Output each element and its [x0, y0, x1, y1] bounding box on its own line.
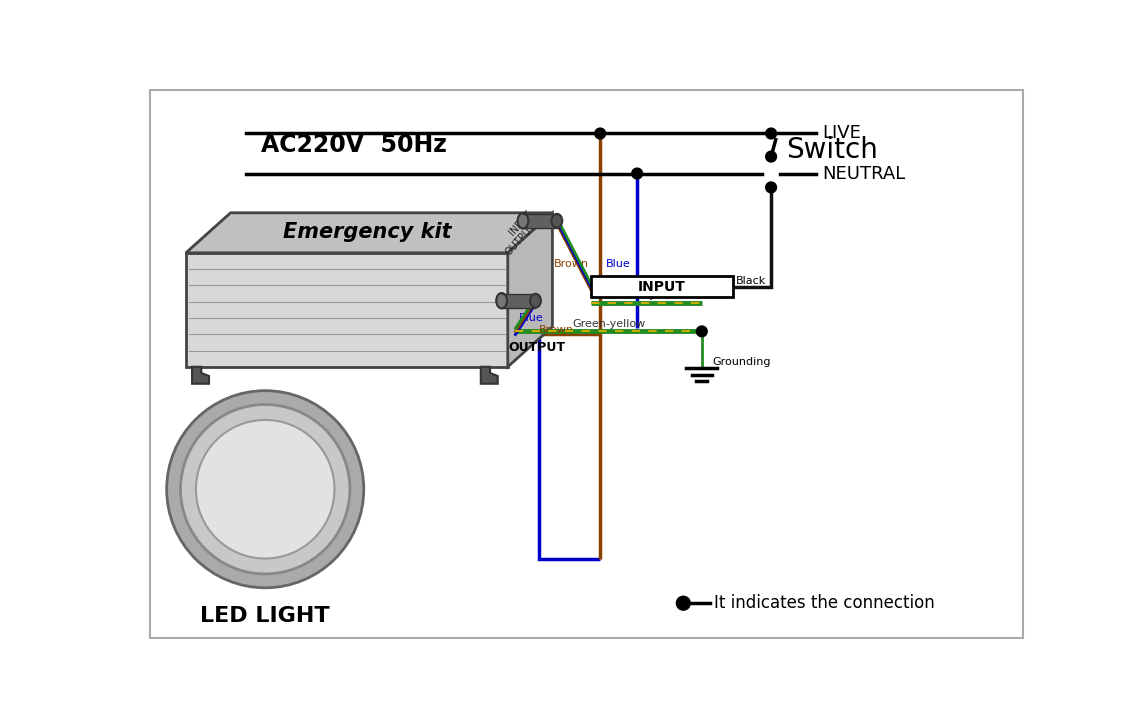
Bar	[501, 293, 535, 308]
Polygon shape	[508, 213, 553, 367]
Text: Green-yellow: Green-yellow	[572, 319, 645, 329]
Circle shape	[595, 128, 605, 139]
Text: INPUT: INPUT	[638, 280, 685, 293]
Text: LIVE: LIVE	[821, 125, 860, 143]
Text: OUTPUT: OUTPUT	[509, 342, 565, 355]
Bar	[591, 276, 732, 298]
Circle shape	[765, 128, 777, 139]
Text: Grounding: Grounding	[713, 357, 771, 367]
Text: Brown: Brown	[554, 259, 589, 269]
Circle shape	[631, 168, 643, 179]
Text: Blue: Blue	[606, 259, 631, 269]
Text: Black: Black	[736, 276, 766, 286]
Text: Blue: Blue	[518, 313, 543, 322]
Ellipse shape	[517, 213, 529, 229]
Circle shape	[697, 326, 707, 337]
Text: Switch: Switch	[787, 136, 879, 164]
Bar	[185, 253, 508, 367]
FancyBboxPatch shape	[150, 90, 1023, 638]
Polygon shape	[185, 213, 553, 253]
Circle shape	[196, 420, 334, 559]
Ellipse shape	[551, 214, 562, 228]
Polygon shape	[192, 367, 209, 384]
Bar	[523, 214, 557, 228]
Circle shape	[167, 391, 364, 588]
Text: Emergency kit: Emergency kit	[283, 222, 451, 242]
Text: LED LIGHT: LED LIGHT	[200, 606, 329, 627]
Circle shape	[765, 151, 777, 162]
Text: AC220V  50Hz: AC220V 50Hz	[261, 133, 446, 157]
Ellipse shape	[530, 293, 541, 308]
Ellipse shape	[496, 293, 507, 309]
Circle shape	[676, 596, 690, 610]
Circle shape	[181, 404, 350, 574]
Polygon shape	[480, 367, 498, 384]
Text: It indicates the connection: It indicates the connection	[714, 594, 935, 612]
Text: INPUT: INPUT	[507, 208, 534, 237]
Text: OUTPUT: OUTPUT	[503, 221, 538, 257]
Text: NEUTRAL: NEUTRAL	[821, 164, 905, 182]
Text: Brown: Brown	[539, 325, 573, 335]
Text: Green‒yellow: Green‒yellow	[609, 291, 684, 300]
Circle shape	[765, 182, 777, 193]
